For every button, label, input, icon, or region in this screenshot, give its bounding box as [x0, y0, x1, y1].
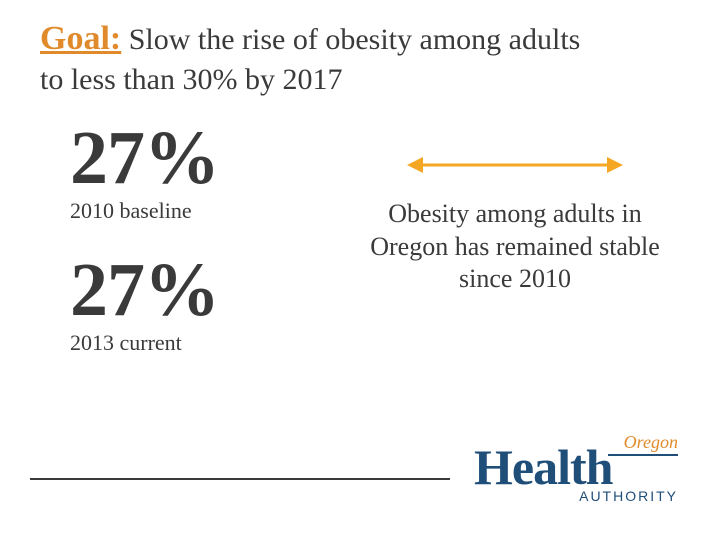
title-line-1: Goal: Slow the rise of obesity among adu…: [40, 18, 680, 61]
logo-oregon-text: Oregon: [624, 432, 678, 453]
stat-baseline-value: 27%: [70, 120, 330, 196]
stat-current: 27% 2013 current: [70, 252, 330, 356]
title-rest: Slow the rise of obesity among adults: [121, 23, 580, 56]
goal-word: Goal:: [40, 20, 121, 57]
footer-rule: [30, 478, 450, 480]
summary-text: Obesity among adults in Oregon has remai…: [370, 198, 660, 296]
stats-column: 27% 2010 baseline 27% 2013 current: [70, 120, 330, 356]
slide: Goal: Slow the rise of obesity among adu…: [0, 0, 720, 540]
logo-authority-text: AUTHORITY: [579, 488, 678, 504]
summary-column: Obesity among adults in Oregon has remai…: [370, 150, 660, 296]
title-block: Goal: Slow the rise of obesity among adu…: [40, 18, 680, 97]
stat-baseline-label: 2010 baseline: [70, 198, 330, 224]
oregon-health-authority-logo: Oregon Health AUTHORITY: [474, 432, 684, 512]
stat-current-label: 2013 current: [70, 330, 330, 356]
double-arrow-icon: [405, 150, 625, 180]
stat-baseline: 27% 2010 baseline: [70, 120, 330, 224]
title-line-2: to less than 30% by 2017: [40, 63, 680, 97]
logo-oregon-underline: [608, 454, 678, 456]
stat-current-value: 27%: [70, 252, 330, 328]
